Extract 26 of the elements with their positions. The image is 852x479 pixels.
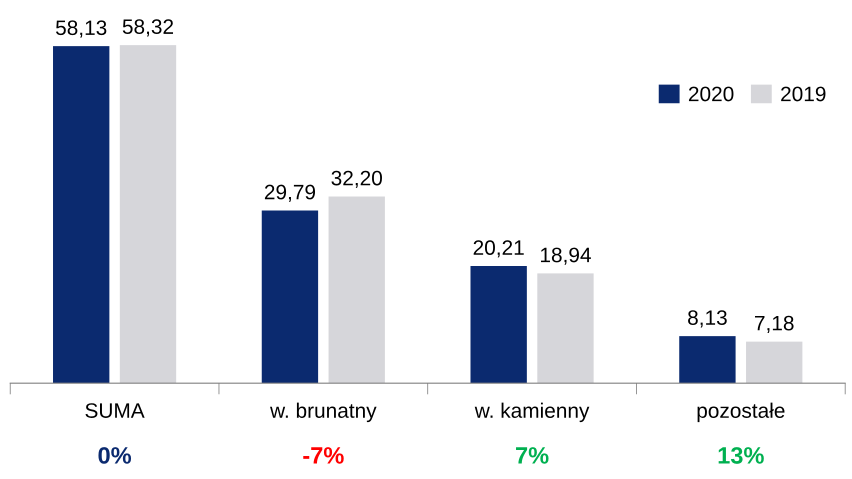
legend-label: 2019 — [781, 86, 826, 102]
data-label: 7,18 — [755, 316, 794, 333]
text: 7% — [516, 447, 549, 464]
data-label: 18,94 — [540, 248, 591, 265]
bar — [120, 45, 176, 384]
bar — [679, 336, 736, 384]
data-label: 20,21 — [474, 240, 524, 258]
legend-label: 2020 — [688, 86, 734, 102]
text: 13% — [718, 447, 764, 464]
data-label: 29,79 — [264, 184, 316, 202]
x-tick-label: w. brunatny — [270, 402, 377, 422]
bar — [746, 342, 802, 384]
data-label: 58,32 — [122, 19, 174, 36]
bar — [470, 266, 527, 384]
text: -7% — [303, 447, 344, 464]
bar — [262, 210, 318, 384]
bar — [53, 46, 110, 384]
x-tick-label: w. kamienny — [474, 402, 590, 422]
bar — [537, 273, 594, 384]
data-label: 32,20 — [331, 170, 382, 188]
text: 0% — [98, 447, 132, 464]
x-tick-label: SUMA — [85, 403, 145, 418]
data-label: 58,13 — [56, 20, 106, 38]
x-tick-label: pozostałe — [698, 402, 784, 422]
data-label: 8,13 — [688, 310, 727, 328]
bar — [328, 196, 385, 384]
